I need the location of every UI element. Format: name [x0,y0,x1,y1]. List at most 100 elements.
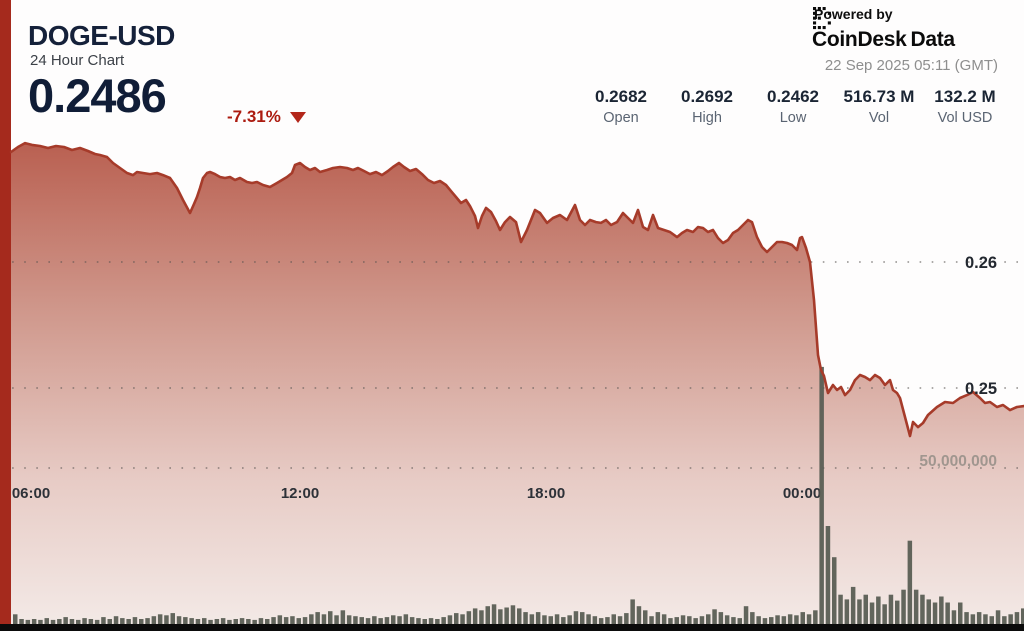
volume-bar [523,612,528,624]
volume-bar [346,615,352,624]
volume-bar [265,619,270,624]
x-axis-tick-label: 06:00 [12,485,50,502]
coindesk-data-logo-icon [813,7,831,30]
volume-bar [932,602,938,624]
volume-bar [391,615,396,624]
volume-bar [876,596,881,624]
volume-bar [611,614,616,624]
stat-vol-label: Vol [868,110,890,126]
volume-bar [340,610,346,624]
volume-bar [19,619,24,624]
timestamp: 22 Sep 2025 05:11 (GMT) [824,57,998,74]
stat-open-label: Open [603,110,639,126]
volume-bar [598,618,604,624]
volume-bar [132,617,138,624]
volume-bar [794,615,799,624]
volume-bar [283,617,289,624]
volume-bar [189,618,194,624]
volume-bar [126,619,131,624]
volume-bar [857,599,862,624]
stat-open: 0.2682 Open [578,87,664,126]
volume-bar [781,616,787,624]
volume-bar [813,610,818,624]
volume-bar [869,602,875,624]
volume-bar [756,616,761,624]
volume-bar [202,618,207,624]
volume-bar [334,615,339,624]
brand-data: Data [910,28,955,51]
volume-bar [315,612,320,624]
volume-bar [220,618,226,624]
volume-bar [838,594,843,624]
x-axis-tick-label: 12:00 [281,485,319,502]
volume-bar [1014,612,1020,624]
volume-bar [913,589,919,624]
volume-bar [863,594,868,624]
volume-bar [422,619,427,624]
volume-bar [157,614,163,624]
volume-bar [227,619,232,624]
volume-bar [1002,616,1007,624]
volume-bar [485,606,490,624]
volume-bar [617,616,623,624]
volume-bar [239,618,245,624]
volume-bar [636,606,642,624]
coindesk-data-logo[interactable]: CoinDesk Data [812,7,955,52]
volume-bar [548,616,553,624]
volume-bar [787,614,793,624]
volume-bar [252,619,257,624]
volume-bar [170,613,175,624]
stat-vol-value: 516.73 M [843,87,915,106]
volume-bar [82,618,87,624]
brand-coindesk: CoinDesk [812,28,907,51]
volume-bar [1021,608,1024,624]
volume-bar [806,614,812,624]
volume-bar [995,610,1001,624]
volume-bar [365,618,371,624]
volume-bar [302,617,308,624]
volume-bar [94,619,100,624]
volume-bar [535,612,541,624]
volume-bar [964,612,969,624]
y-axis-price-label: 0.26 [965,254,997,272]
volume-bar [353,616,358,624]
stat-vol-usd-value: 132.2 M [934,87,996,106]
x-axis-baseline [0,624,1024,631]
volume-bar [661,614,667,624]
volume-bar [674,617,679,624]
volume-bar [920,594,925,624]
volume-bar [435,619,440,624]
volume-bar [403,614,409,624]
volume-bar [517,608,522,624]
volume-bar [472,608,478,624]
volume-bar [976,612,982,624]
volume-bar [510,605,516,624]
y-axis-price-label: 0.25 [965,380,997,398]
volume-bar [176,616,182,624]
x-axis-tick-label: 00:00 [783,485,821,502]
volume-bar [605,617,610,624]
volume-bar [113,616,119,624]
volume-bar [139,619,144,624]
stat-low-value: 0.2462 [767,87,819,106]
volume-bar [460,614,465,624]
volume-bar [277,615,283,624]
volume-bar [69,619,75,624]
volume-bar [145,618,150,624]
volume-bar [491,604,497,624]
stat-low-label: Low [779,110,807,126]
price-line [9,141,1024,438]
volume-bar [895,600,900,624]
volume-bar [44,618,49,624]
powered-by-block: Powered by CoinDesk Data 22 Sep 2025 05:… [812,6,998,74]
change-percent: -7.31% [227,107,281,126]
volume-bar [195,619,201,624]
volume-bar [57,619,62,624]
chart-period-subtitle: 24 Hour Chart [30,52,125,69]
ohlc-stats-row: 0.2682 Open 0.2692 High 0.2462 Low 516.7… [578,87,1008,126]
volume-bar [901,589,906,624]
stat-high: 0.2692 High [664,87,750,126]
x-axis-tick-label: 18:00 [527,485,565,502]
volume-bar [832,557,837,624]
